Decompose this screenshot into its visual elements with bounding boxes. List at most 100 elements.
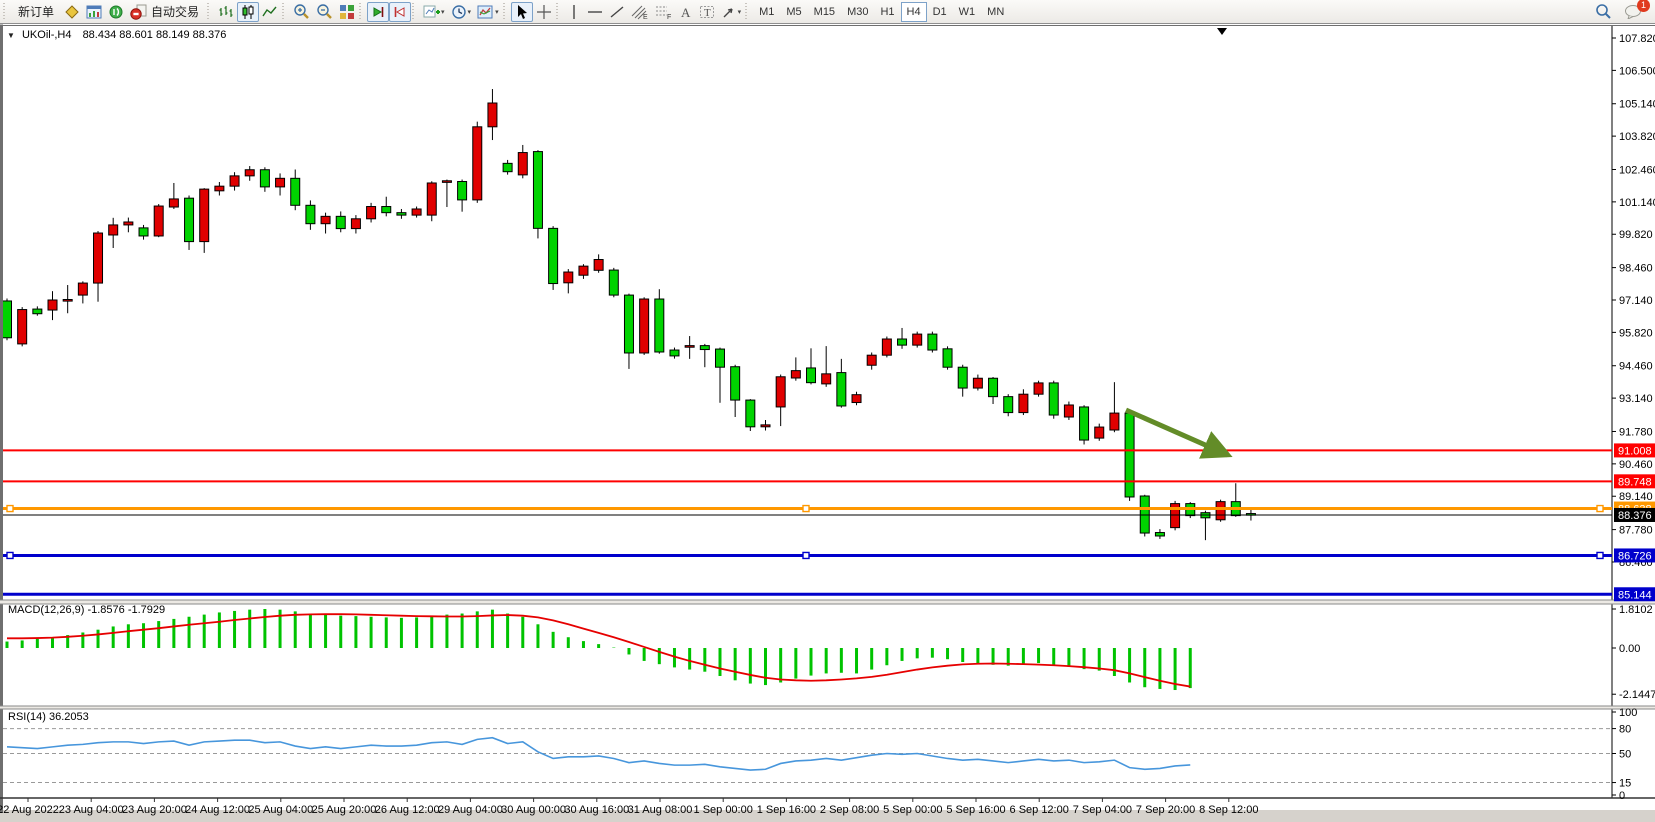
toolbar-grip <box>502 2 508 21</box>
svg-text:86.726: 86.726 <box>1618 550 1652 562</box>
svg-text:30 Aug 16:00: 30 Aug 16:00 <box>564 804 629 816</box>
new-order-label: 新订单 <box>18 5 55 19</box>
vertical-line-icon <box>572 4 575 19</box>
svg-text:6 Sep 12:00: 6 Sep 12:00 <box>1010 804 1069 816</box>
open-chart-button[interactable] <box>83 2 105 22</box>
timeframe-h4[interactable]: H4 <box>900 1 927 22</box>
svg-text:26 Aug 12:00: 26 Aug 12:00 <box>375 804 440 816</box>
svg-text:30 Aug 00:00: 30 Aug 00:00 <box>501 804 566 816</box>
tile-windows-icon <box>340 4 355 19</box>
fibonacci-button[interactable]: F <box>652 2 676 22</box>
svg-text:89.140: 89.140 <box>1619 491 1653 503</box>
autotrading-label: 自动交易 <box>151 5 200 19</box>
zoom-in-button[interactable] <box>290 2 313 22</box>
svg-text:88.376: 88.376 <box>1618 510 1652 522</box>
svg-text:105.140: 105.140 <box>1619 99 1655 111</box>
timeframe-label: M30 <box>847 5 869 18</box>
templates-caret-icon: ▾ <box>495 8 499 16</box>
svg-text:101.140: 101.140 <box>1619 197 1655 209</box>
autotrading-button[interactable]: 自动交易 <box>127 2 206 22</box>
auto-scroll-button[interactable] <box>367 1 390 22</box>
svg-text:25 Aug 04:00: 25 Aug 04:00 <box>248 804 313 816</box>
template-icon <box>477 5 493 18</box>
arrows-caret-icon: ▾ <box>737 8 742 16</box>
chart-end-marker <box>1217 28 1227 35</box>
horizontal-line-button[interactable] <box>584 2 606 22</box>
timeframe-h1[interactable]: H1 <box>874 2 900 22</box>
timeframe-label: W1 <box>958 5 976 18</box>
fibonacci-icon: F <box>655 6 671 20</box>
text-label-button[interactable]: T <box>696 2 718 22</box>
svg-text:5 Sep 00:00: 5 Sep 00:00 <box>883 804 942 816</box>
new-order-coin-icon[interactable] <box>61 2 83 22</box>
arrows-button[interactable]: ▾ <box>718 2 745 22</box>
zoom-in-icon <box>294 4 309 19</box>
text-button[interactable]: A <box>676 2 696 22</box>
line-chart-button[interactable] <box>259 2 281 22</box>
timeframe-label: D1 <box>932 5 947 18</box>
clock-icon <box>451 4 466 19</box>
text-label-icon: T <box>699 5 714 19</box>
cursor-icon <box>517 4 527 19</box>
text-icon: A <box>681 5 691 20</box>
svg-text:98.460: 98.460 <box>1619 263 1653 275</box>
svg-text:1 Sep 16:00: 1 Sep 16:00 <box>757 804 816 816</box>
alerts-button[interactable] <box>105 2 127 22</box>
svg-text:1.8102: 1.8102 <box>1619 604 1653 616</box>
new-order-button[interactable]: 新订单 <box>11 2 61 22</box>
toolbar-grip <box>555 2 561 21</box>
timeframe-label: H4 <box>906 5 921 18</box>
timeframe-m1[interactable]: M1 <box>753 2 780 22</box>
timeframe-label: H1 <box>880 5 895 18</box>
symbol-dropdown-arrow[interactable]: ▼ <box>7 31 15 40</box>
timeframe-label: M5 <box>786 5 802 18</box>
timeframe-m5[interactable]: M5 <box>780 2 807 22</box>
periods-caret-icon: ▾ <box>467 8 472 16</box>
svg-text:31 Aug 08:00: 31 Aug 08:00 <box>628 804 693 816</box>
timeframe-d1[interactable]: D1 <box>927 2 953 22</box>
bar-chart-button[interactable] <box>215 2 237 22</box>
svg-text:7 Sep 20:00: 7 Sep 20:00 <box>1136 804 1195 816</box>
auto-scroll-icon <box>373 6 384 17</box>
toolbar-grip <box>3 2 8 21</box>
svg-text:0: 0 <box>1619 790 1625 802</box>
timeframe-label: M1 <box>759 5 775 18</box>
price-chart-canvas[interactable]: 107.820 106.500 105.140 103.820 102.460 101.1… <box>0 24 1655 822</box>
periods-button[interactable]: ▾ <box>448 2 475 22</box>
timeframe-w1[interactable]: W1 <box>953 2 982 22</box>
search-button[interactable] <box>1592 2 1615 22</box>
svg-text:85.144: 85.144 <box>1618 589 1652 601</box>
equidistant-channel-button[interactable]: E <box>628 2 652 22</box>
candlestick-chart-icon <box>242 4 254 19</box>
cursor-button[interactable] <box>510 1 533 22</box>
toolbar-grip <box>207 2 213 21</box>
templates-button[interactable]: ▾ <box>474 2 502 22</box>
coin-icon <box>65 4 79 19</box>
svg-text:F: F <box>667 14 671 20</box>
chart-shift-button[interactable] <box>389 1 412 22</box>
timeframe-label: M15 <box>813 5 836 18</box>
zoom-out-button[interactable] <box>313 2 336 22</box>
svg-text:99.820: 99.820 <box>1619 229 1653 241</box>
notifications-button[interactable]: 1 <box>1621 0 1650 22</box>
autotrading-icon <box>130 4 147 20</box>
svg-text:8 Sep 12:00: 8 Sep 12:00 <box>1199 804 1258 816</box>
crosshair-button[interactable] <box>533 2 555 22</box>
svg-text:25 Aug 20:00: 25 Aug 20:00 <box>312 804 377 816</box>
timeframe-mn[interactable]: MN <box>981 2 1010 22</box>
svg-text:91.008: 91.008 <box>1618 445 1652 457</box>
indicators-button[interactable]: ▾ <box>420 2 448 22</box>
svg-text:102.460: 102.460 <box>1619 164 1655 176</box>
timeframe-m30[interactable]: M30 <box>841 2 874 22</box>
trendline-button[interactable] <box>606 2 628 22</box>
channel-icon: E <box>631 5 648 20</box>
vertical-line-button[interactable] <box>564 2 584 22</box>
toolbar-grip <box>359 2 365 21</box>
trend-arrow <box>1124 407 1233 459</box>
tile-windows-button[interactable] <box>336 2 358 22</box>
candlestick-chart-button[interactable] <box>237 1 260 22</box>
svg-text:87.780: 87.780 <box>1619 525 1653 537</box>
chart-window-icon <box>86 5 102 18</box>
timeframe-m15[interactable]: M15 <box>808 2 841 22</box>
crosshair-icon <box>536 4 551 19</box>
